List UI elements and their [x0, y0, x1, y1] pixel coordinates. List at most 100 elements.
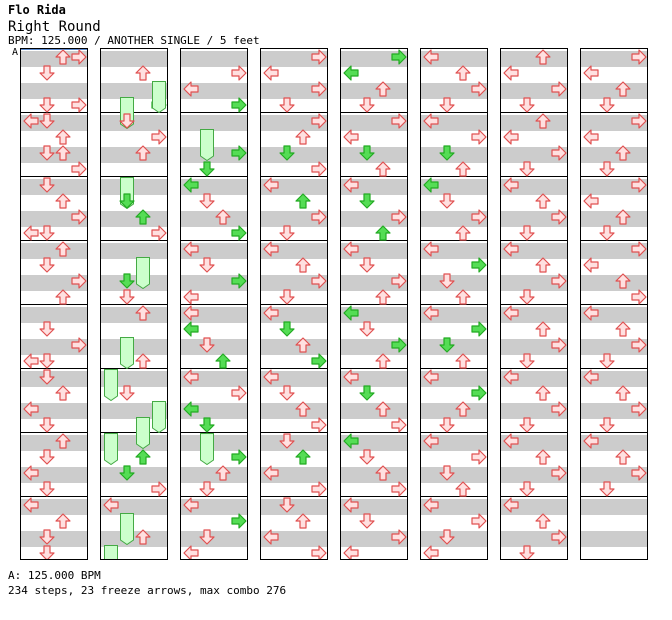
up-arrow-icon	[535, 321, 551, 337]
up-arrow-icon	[615, 273, 631, 289]
left-arrow-icon	[263, 241, 279, 257]
left-arrow-icon	[183, 321, 199, 337]
bpm-marker: A	[12, 47, 19, 58]
right-arrow-icon	[631, 337, 647, 353]
measure-line	[581, 112, 647, 113]
down-arrow-icon	[119, 193, 135, 209]
beat-stripe	[21, 275, 87, 291]
song-title: Right Round	[8, 19, 101, 35]
left-arrow-icon	[343, 369, 359, 385]
beat-stripe	[501, 211, 567, 227]
right-arrow-icon	[551, 465, 567, 481]
down-arrow-icon	[439, 273, 455, 289]
down-arrow-icon	[39, 369, 55, 385]
beat-stripe	[101, 147, 167, 163]
left-arrow-icon	[23, 353, 39, 369]
left-arrow-icon	[423, 113, 439, 129]
left-arrow-icon	[23, 225, 39, 241]
measure-line	[101, 432, 167, 433]
beat-stripe	[101, 339, 167, 355]
beat-stripe	[581, 179, 647, 195]
beat-stripe	[101, 115, 167, 131]
up-arrow-icon	[455, 401, 471, 417]
left-arrow-icon	[103, 497, 119, 513]
measure-line	[181, 432, 247, 433]
measure-line	[21, 496, 87, 497]
measure-line	[21, 112, 87, 113]
left-arrow-icon	[503, 129, 519, 145]
right-arrow-icon	[311, 545, 327, 559]
measure-line	[101, 304, 167, 305]
up-arrow-icon	[295, 193, 311, 209]
down-arrow-icon	[519, 353, 535, 369]
beat-stripe	[581, 467, 647, 483]
beat-stripe	[581, 275, 647, 291]
beat-stripe	[21, 51, 87, 67]
right-arrow-icon	[471, 385, 487, 401]
up-arrow-icon	[295, 337, 311, 353]
down-arrow-icon	[119, 385, 135, 401]
up-arrow-icon	[375, 353, 391, 369]
beat-stripe	[341, 83, 407, 99]
beat-stripe	[341, 211, 407, 227]
left-arrow-icon	[263, 465, 279, 481]
left-arrow-icon	[343, 129, 359, 145]
beat-stripe	[21, 211, 87, 227]
beat-stripe	[581, 339, 647, 355]
up-arrow-icon	[375, 401, 391, 417]
beat-stripe	[581, 403, 647, 419]
right-arrow-icon	[471, 81, 487, 97]
measure-line	[501, 432, 567, 433]
measure-line	[581, 176, 647, 177]
measure-line	[101, 240, 167, 241]
up-arrow-icon	[535, 513, 551, 529]
right-arrow-icon	[471, 321, 487, 337]
up-arrow-icon	[135, 353, 151, 369]
down-arrow-icon	[439, 529, 455, 545]
down-arrow-icon	[39, 145, 55, 161]
left-arrow-icon	[583, 305, 599, 321]
right-arrow-icon	[551, 401, 567, 417]
beat-stripe	[21, 147, 87, 163]
measure-line	[501, 496, 567, 497]
measure-line	[181, 368, 247, 369]
up-arrow-icon	[215, 465, 231, 481]
left-arrow-icon	[423, 49, 439, 65]
right-arrow-icon	[391, 273, 407, 289]
beat-stripe	[181, 115, 247, 131]
down-arrow-icon	[599, 161, 615, 177]
down-arrow-icon	[39, 257, 55, 273]
beat-stripe	[501, 115, 567, 131]
up-arrow-icon	[55, 513, 71, 529]
measure-line	[261, 432, 327, 433]
right-arrow-icon	[231, 513, 247, 529]
beat-stripe	[181, 51, 247, 67]
measure-line	[181, 112, 247, 113]
down-arrow-icon	[119, 113, 135, 129]
left-arrow-icon	[583, 433, 599, 449]
measure-line	[421, 112, 487, 113]
beat-stripe	[341, 531, 407, 547]
beat-stripe	[581, 243, 647, 259]
down-arrow-icon	[599, 225, 615, 241]
left-arrow-icon	[343, 241, 359, 257]
right-arrow-icon	[391, 113, 407, 129]
down-arrow-icon	[39, 417, 55, 433]
left-arrow-icon	[263, 65, 279, 81]
freeze-arrow	[200, 433, 214, 465]
measure-line	[181, 496, 247, 497]
measure-line	[261, 496, 327, 497]
down-arrow-icon	[119, 289, 135, 305]
left-arrow-icon	[263, 177, 279, 193]
left-arrow-icon	[183, 289, 199, 305]
right-arrow-icon	[631, 289, 647, 305]
beat-stripe	[501, 467, 567, 483]
left-arrow-icon	[263, 305, 279, 321]
down-arrow-icon	[39, 545, 55, 559]
bpm-summary: A: 125.000 BPM	[8, 569, 101, 582]
left-arrow-icon	[503, 65, 519, 81]
right-arrow-icon	[311, 209, 327, 225]
beat-stripe	[21, 243, 87, 259]
freeze-arrow	[120, 513, 134, 545]
up-arrow-icon	[535, 449, 551, 465]
